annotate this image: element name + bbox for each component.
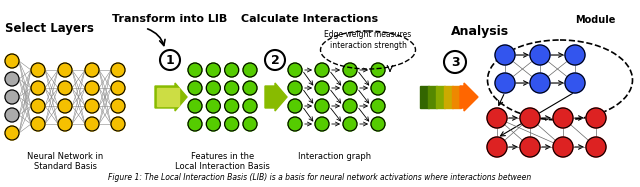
Circle shape	[520, 108, 540, 128]
Circle shape	[225, 117, 239, 131]
Circle shape	[31, 99, 45, 113]
Circle shape	[444, 51, 466, 73]
Circle shape	[111, 99, 125, 113]
Circle shape	[111, 117, 125, 131]
Text: Interaction graph: Interaction graph	[298, 152, 372, 161]
Circle shape	[58, 99, 72, 113]
Circle shape	[565, 45, 585, 65]
Circle shape	[288, 63, 302, 77]
Circle shape	[315, 99, 329, 113]
Circle shape	[160, 50, 180, 70]
FancyArrow shape	[155, 83, 187, 111]
Circle shape	[225, 63, 239, 77]
Circle shape	[343, 81, 357, 95]
Circle shape	[31, 63, 45, 77]
FancyArrow shape	[436, 86, 445, 108]
Text: 2: 2	[271, 53, 280, 67]
Circle shape	[243, 81, 257, 95]
Circle shape	[58, 63, 72, 77]
Circle shape	[530, 73, 550, 93]
FancyArrow shape	[452, 86, 461, 108]
Circle shape	[31, 117, 45, 131]
Circle shape	[188, 63, 202, 77]
Circle shape	[111, 81, 125, 95]
Circle shape	[31, 81, 45, 95]
Circle shape	[85, 81, 99, 95]
Circle shape	[520, 137, 540, 157]
FancyArrow shape	[444, 86, 453, 108]
Circle shape	[371, 99, 385, 113]
Circle shape	[315, 81, 329, 95]
Text: Select Layers: Select Layers	[5, 22, 94, 35]
Circle shape	[188, 117, 202, 131]
Circle shape	[315, 63, 329, 77]
Circle shape	[5, 72, 19, 86]
Circle shape	[343, 117, 357, 131]
Circle shape	[188, 99, 202, 113]
Circle shape	[343, 63, 357, 77]
Circle shape	[288, 81, 302, 95]
Circle shape	[85, 63, 99, 77]
FancyArrow shape	[460, 83, 478, 111]
Circle shape	[85, 117, 99, 131]
Circle shape	[530, 45, 550, 65]
Circle shape	[586, 108, 606, 128]
Circle shape	[288, 117, 302, 131]
Circle shape	[206, 117, 220, 131]
Circle shape	[111, 63, 125, 77]
FancyArrow shape	[420, 86, 429, 108]
Text: Analysis: Analysis	[451, 25, 509, 38]
FancyArrow shape	[428, 86, 437, 108]
Text: Module: Module	[575, 15, 615, 25]
Circle shape	[58, 81, 72, 95]
Text: 1: 1	[166, 53, 174, 67]
Circle shape	[495, 73, 515, 93]
Circle shape	[495, 45, 515, 65]
Circle shape	[225, 99, 239, 113]
Circle shape	[315, 117, 329, 131]
Circle shape	[487, 137, 507, 157]
Text: Calculate Interactions: Calculate Interactions	[241, 14, 379, 24]
Circle shape	[243, 63, 257, 77]
Circle shape	[58, 117, 72, 131]
Circle shape	[487, 108, 507, 128]
Circle shape	[206, 63, 220, 77]
Text: Neural Network in
Standard Basis: Neural Network in Standard Basis	[27, 152, 103, 171]
Circle shape	[586, 137, 606, 157]
Circle shape	[206, 99, 220, 113]
Circle shape	[265, 50, 285, 70]
Circle shape	[5, 90, 19, 104]
Circle shape	[85, 99, 99, 113]
Circle shape	[188, 81, 202, 95]
Circle shape	[225, 81, 239, 95]
Text: 3: 3	[451, 56, 460, 68]
FancyArrow shape	[265, 83, 287, 111]
Circle shape	[243, 117, 257, 131]
Circle shape	[206, 81, 220, 95]
Circle shape	[371, 63, 385, 77]
Circle shape	[371, 117, 385, 131]
Text: Transform into LIB: Transform into LIB	[113, 14, 228, 24]
Text: Figure 1: The Local Interaction Basis (LIB) is a basis for neural network activa: Figure 1: The Local Interaction Basis (L…	[108, 173, 532, 182]
Circle shape	[565, 73, 585, 93]
Circle shape	[371, 81, 385, 95]
Circle shape	[5, 126, 19, 140]
Circle shape	[288, 99, 302, 113]
Circle shape	[243, 99, 257, 113]
Circle shape	[553, 137, 573, 157]
FancyArrow shape	[157, 88, 179, 106]
Circle shape	[553, 108, 573, 128]
FancyArrowPatch shape	[148, 29, 165, 45]
Circle shape	[343, 99, 357, 113]
Circle shape	[5, 54, 19, 68]
Circle shape	[5, 108, 19, 122]
Text: Features in the
Local Interaction Basis: Features in the Local Interaction Basis	[175, 152, 270, 171]
Text: Edge weight measures
interaction strength: Edge weight measures interaction strengt…	[324, 30, 412, 50]
